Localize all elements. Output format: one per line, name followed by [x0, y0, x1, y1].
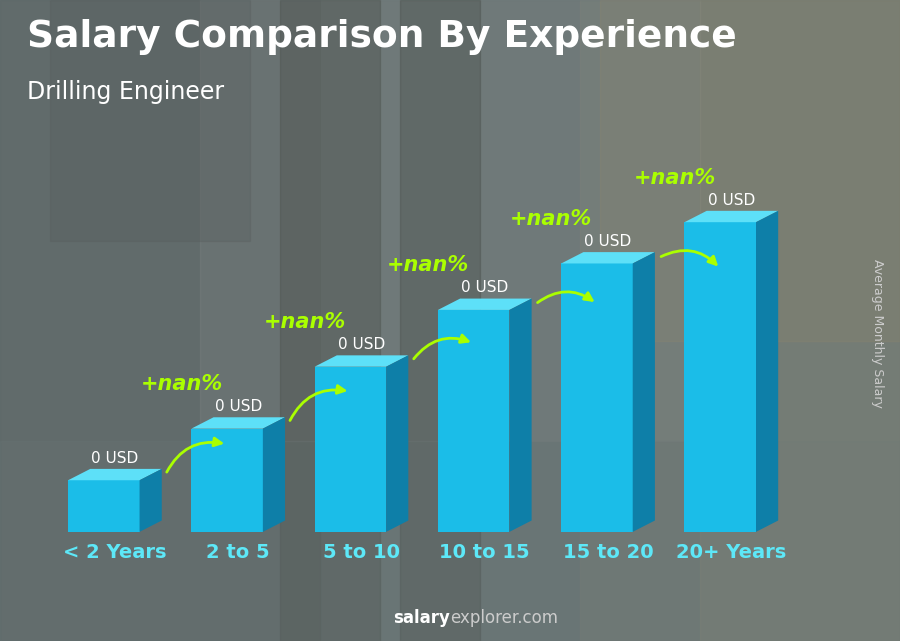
Text: +nan%: +nan% — [264, 312, 346, 332]
Text: +nan%: +nan% — [634, 167, 716, 188]
Polygon shape — [509, 299, 532, 532]
Bar — [50, 0, 250, 241]
Text: 0 USD: 0 USD — [707, 193, 755, 208]
Text: +nan%: +nan% — [140, 374, 222, 394]
Polygon shape — [438, 299, 532, 310]
Bar — [200, 0, 700, 441]
Polygon shape — [192, 429, 263, 532]
Text: 5 to 10: 5 to 10 — [323, 543, 400, 562]
Text: Salary Comparison By Experience: Salary Comparison By Experience — [27, 19, 737, 55]
Text: explorer.com: explorer.com — [450, 609, 558, 627]
Text: Drilling Engineer: Drilling Engineer — [27, 80, 224, 104]
Text: Average Monthly Salary: Average Monthly Salary — [871, 259, 884, 408]
Bar — [0, 441, 900, 641]
Text: salary: salary — [393, 609, 450, 627]
Text: 15 to 20: 15 to 20 — [562, 543, 653, 562]
Polygon shape — [263, 417, 285, 532]
Bar — [600, 0, 900, 341]
Polygon shape — [140, 469, 162, 532]
Text: 0 USD: 0 USD — [214, 399, 262, 414]
Text: +nan%: +nan% — [510, 209, 592, 229]
Polygon shape — [68, 469, 162, 480]
Polygon shape — [685, 211, 778, 222]
Text: 10 to 15: 10 to 15 — [439, 543, 530, 562]
Polygon shape — [315, 367, 386, 532]
Polygon shape — [315, 355, 409, 367]
Text: 0 USD: 0 USD — [584, 234, 632, 249]
Bar — [700, 0, 900, 641]
Polygon shape — [438, 310, 509, 532]
Text: 0 USD: 0 USD — [338, 337, 385, 353]
Bar — [580, 0, 900, 641]
Polygon shape — [685, 222, 756, 532]
Bar — [280, 0, 380, 641]
Text: 0 USD: 0 USD — [461, 281, 508, 296]
Polygon shape — [192, 417, 285, 429]
Text: 20+ Years: 20+ Years — [676, 543, 787, 562]
Polygon shape — [633, 252, 655, 532]
Bar — [0, 0, 320, 641]
Text: 2 to 5: 2 to 5 — [206, 543, 270, 562]
Text: 0 USD: 0 USD — [91, 451, 139, 466]
Text: < 2 Years: < 2 Years — [63, 543, 166, 562]
Text: +nan%: +nan% — [387, 255, 469, 276]
Polygon shape — [756, 211, 778, 532]
Polygon shape — [68, 480, 140, 532]
Polygon shape — [562, 263, 633, 532]
Polygon shape — [386, 355, 409, 532]
Bar — [400, 0, 480, 641]
Polygon shape — [562, 252, 655, 263]
